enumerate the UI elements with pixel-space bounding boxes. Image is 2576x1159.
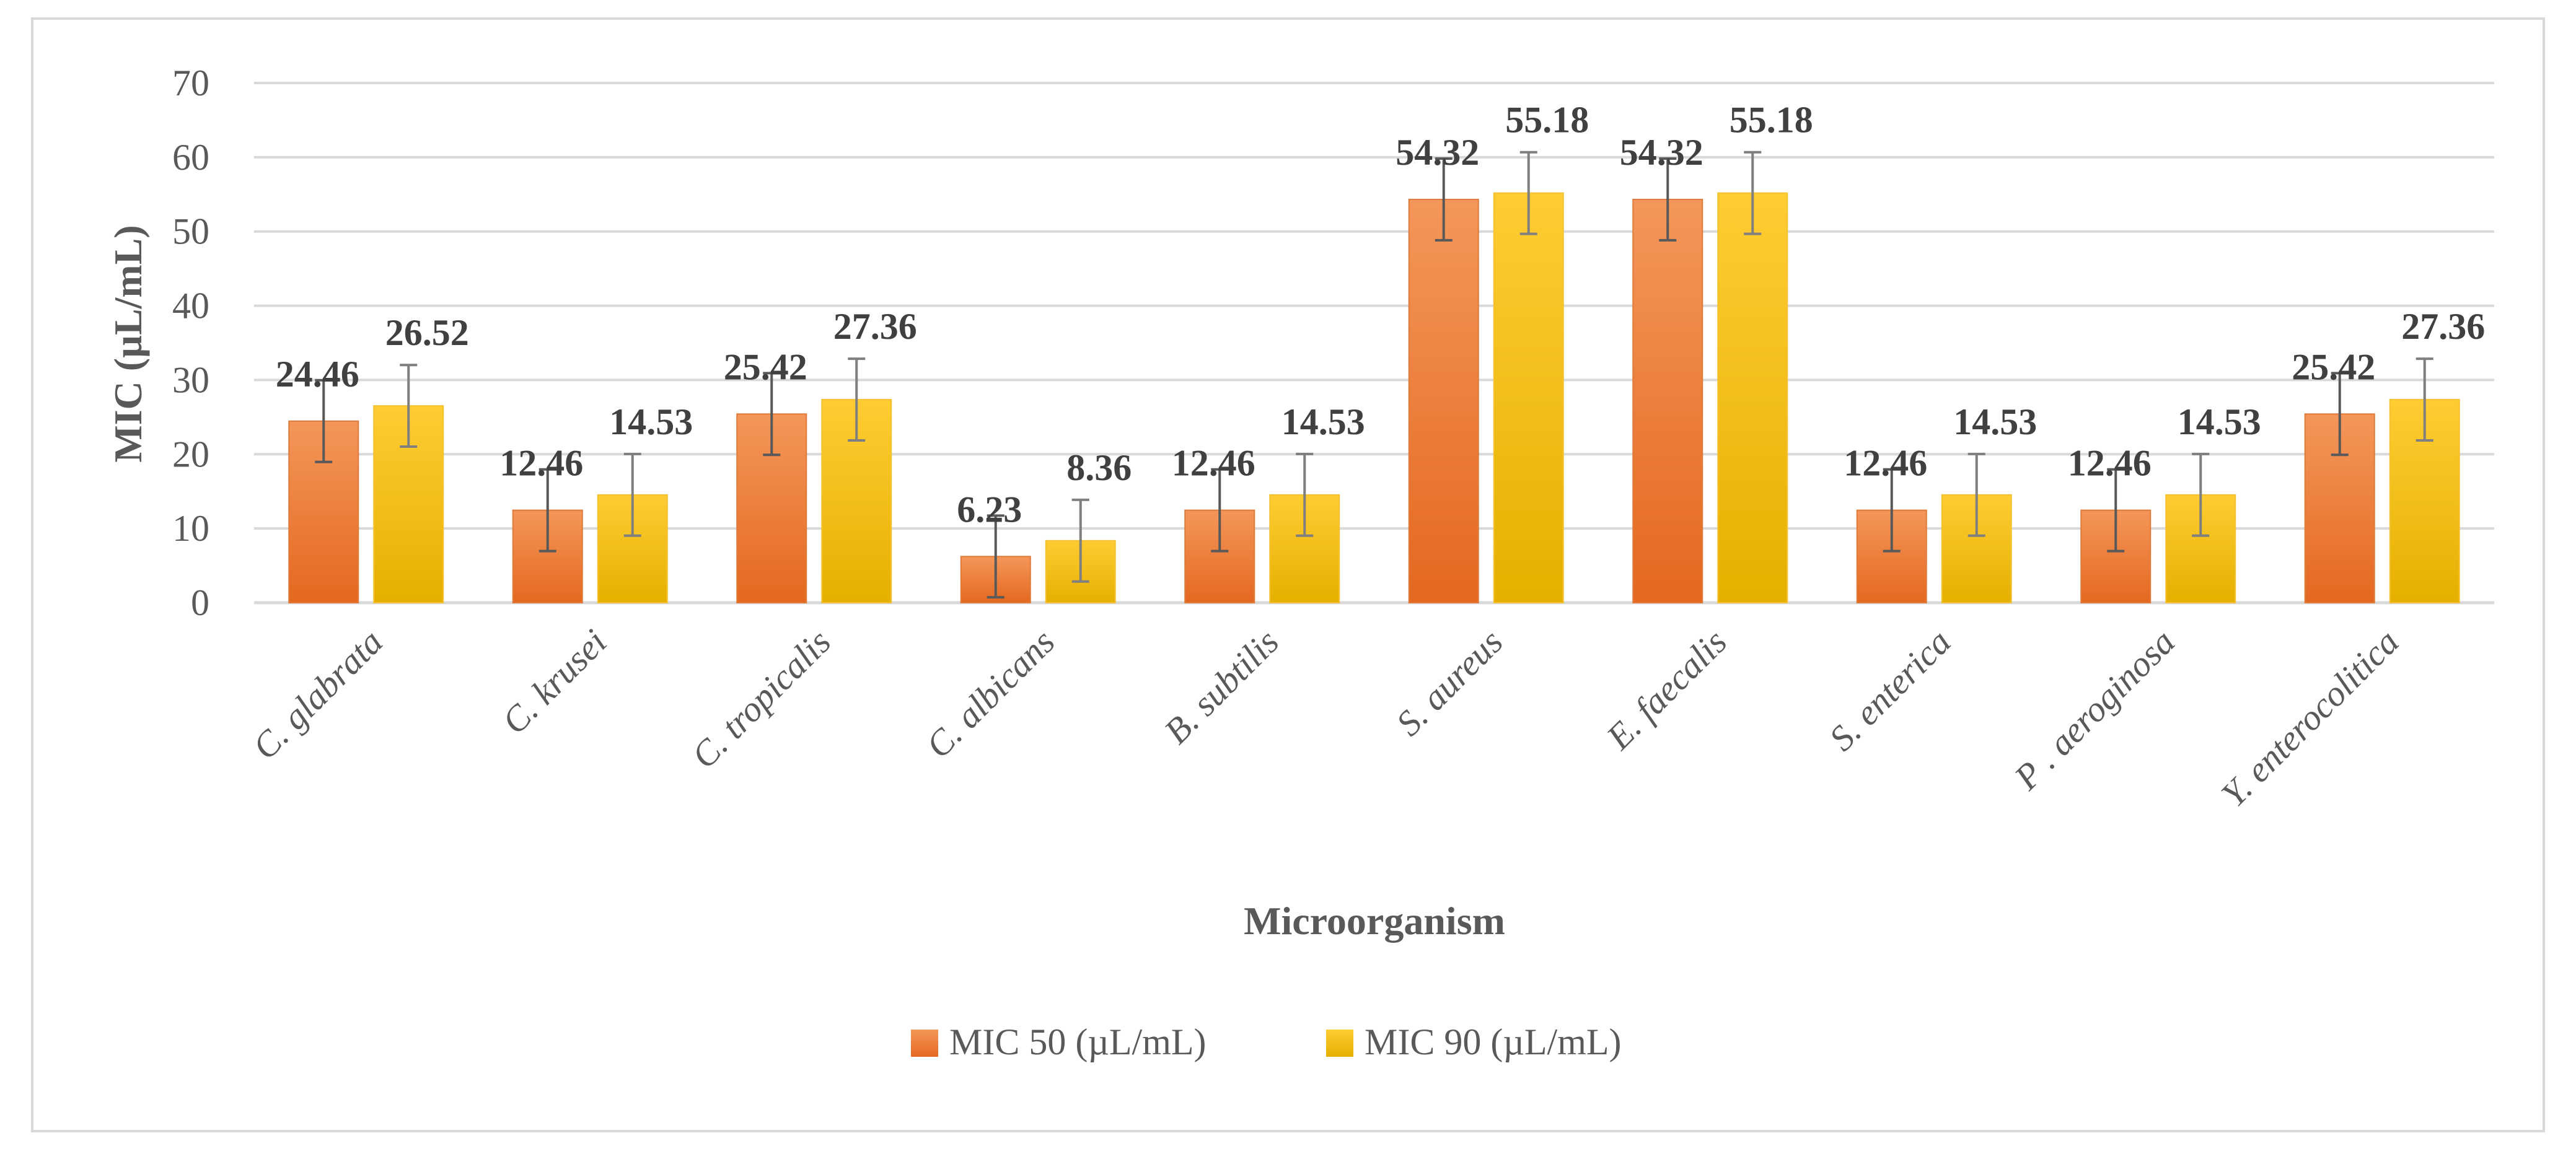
data-label: 27.36 (2401, 306, 2485, 347)
legend-swatch (1326, 1030, 1353, 1057)
y-tick-label: 0 (191, 582, 209, 623)
data-label: 14.53 (1281, 401, 1365, 442)
category-label: E. faecalis (1598, 621, 1734, 758)
data-labels: 24.46 26.52 12.46 14.53 25.42 27.36 6.23 8.36 12… (276, 100, 2486, 530)
category-label: S. aureus (1388, 621, 1510, 743)
x-axis-title: Microorganism (1244, 899, 1505, 943)
data-label: 24.46 (276, 354, 359, 395)
y-axis-title: MIC (µL/mL) (106, 225, 150, 463)
y-tick-label: 30 (172, 359, 209, 400)
category-label: Y. enterocolitica (2213, 621, 2407, 815)
y-tick-label: 10 (172, 508, 209, 549)
bar-mic90 (1941, 494, 2012, 604)
data-label: 14.53 (2178, 401, 2261, 442)
gridlines (254, 82, 2494, 605)
y-tick-label: 60 (172, 137, 209, 178)
data-label: 27.36 (833, 306, 917, 347)
y-tick-label: 20 (172, 434, 209, 475)
category-label: C. krusei (494, 621, 614, 741)
category-label: S. enterica (1821, 621, 1958, 758)
legend-item-mic50: MIC 50 (µL/mL) (911, 1021, 1207, 1062)
error-bar (1967, 452, 1985, 537)
data-label: 26.52 (385, 312, 469, 353)
data-label: 12.46 (1172, 443, 1255, 484)
data-label: 54.32 (1620, 132, 1703, 173)
error-bar (1296, 452, 1314, 537)
error-bar (538, 468, 556, 553)
error-bar (848, 357, 866, 442)
error-bar (1071, 498, 1089, 583)
data-label: 55.18 (1730, 100, 1813, 141)
category-label: C. albicans (918, 621, 1063, 766)
data-label: 25.42 (2292, 346, 2375, 387)
y-tick-label: 70 (172, 63, 209, 103)
x-axis-categories: C. glabrata C. krusei C. tropicalis C. albi… (245, 621, 2407, 815)
legend-item-mic90: MIC 90 (µL/mL) (1326, 1021, 1622, 1062)
data-label: 6.23 (957, 489, 1022, 530)
data-label: 12.46 (499, 443, 583, 484)
error-bar (400, 364, 418, 448)
data-label: 14.53 (1953, 401, 2037, 442)
data-label: 8.36 (1066, 447, 1132, 488)
legend-swatch (911, 1030, 938, 1057)
bar-mic50 (1856, 509, 1927, 604)
data-label: 12.46 (1844, 443, 1927, 484)
error-bar (315, 378, 333, 463)
bar-mic50 (1632, 198, 1703, 604)
bars (288, 192, 2460, 604)
category-label: C. glabrata (245, 621, 390, 767)
error-bar (1659, 157, 1677, 242)
bar-mic50 (1408, 198, 1479, 604)
category-label: C. tropicalis (684, 621, 838, 776)
legend-label: MIC 90 (µL/mL) (1365, 1021, 1622, 1062)
error-bar (2416, 357, 2433, 442)
y-tick-label: 40 (172, 286, 209, 326)
y-axis-ticks: 0 10 20 30 40 50 60 70 (172, 63, 209, 623)
error-bar (1435, 157, 1453, 242)
data-label: 14.53 (609, 401, 693, 442)
error-bar (1744, 151, 1762, 235)
error-bar (2192, 452, 2210, 537)
legend: MIC 50 (µL/mL) MIC 90 (µL/mL) (911, 1021, 1622, 1062)
error-bar (1883, 468, 1901, 553)
error-bar (987, 514, 1004, 599)
error-bars (315, 151, 2433, 599)
error-bar (1211, 468, 1229, 553)
category-label: B. subtilis (1156, 621, 1286, 751)
data-label: 55.18 (1505, 100, 1589, 141)
legend-label: MIC 50 (µL/mL) (949, 1021, 1207, 1062)
error-bar (1519, 151, 1537, 235)
data-label: 54.32 (1396, 132, 1479, 173)
error-bar (623, 452, 641, 537)
error-bar (2331, 372, 2349, 457)
error-bar (2107, 468, 2125, 553)
category-label: P . aeroginosa (2006, 621, 2183, 798)
bar-mic90 (1717, 192, 1788, 603)
data-label: 12.46 (2068, 443, 2152, 484)
bar-mic90 (1493, 192, 1564, 603)
y-tick-label: 50 (172, 211, 209, 252)
error-bar (763, 372, 781, 457)
data-label: 25.42 (724, 346, 807, 387)
